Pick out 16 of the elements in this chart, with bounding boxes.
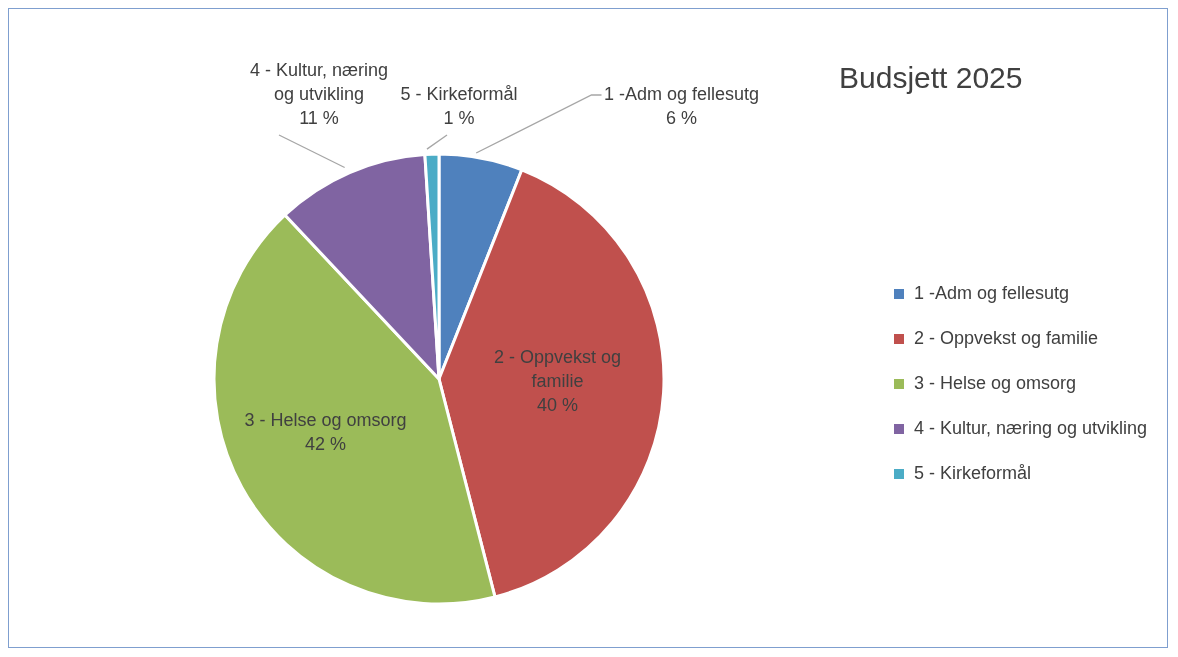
legend-label: 4 - Kultur, næring og utvikling xyxy=(913,418,1147,439)
legend-label: 3 - Helse og omsorg xyxy=(913,373,1076,394)
legend-label: 5 - Kirkeformål xyxy=(913,463,1031,484)
slice-label: 3 - Helse og omsorg xyxy=(244,410,407,431)
data-label: 11 % xyxy=(299,107,339,128)
slice-label: 1 -Adm og fellesutg xyxy=(603,83,760,104)
data-label: 42 % xyxy=(305,434,347,455)
data-label: 1 % xyxy=(443,107,475,128)
slice-label: 4 - Kultur, næring og utvikling xyxy=(249,59,389,104)
slice-label: 5 - Kirkeformål xyxy=(400,83,518,104)
legend-label: 1 -Adm og fellesutg xyxy=(913,283,1069,304)
data-label: 40 % xyxy=(536,394,579,415)
slice-label: 2 - Oppvekst og familie xyxy=(493,346,622,391)
legend-label: 2 - Oppvekst og familie xyxy=(913,328,1098,349)
data-label: 6 % xyxy=(665,107,698,128)
chart-title: Budsjett 2025 xyxy=(839,61,1023,95)
